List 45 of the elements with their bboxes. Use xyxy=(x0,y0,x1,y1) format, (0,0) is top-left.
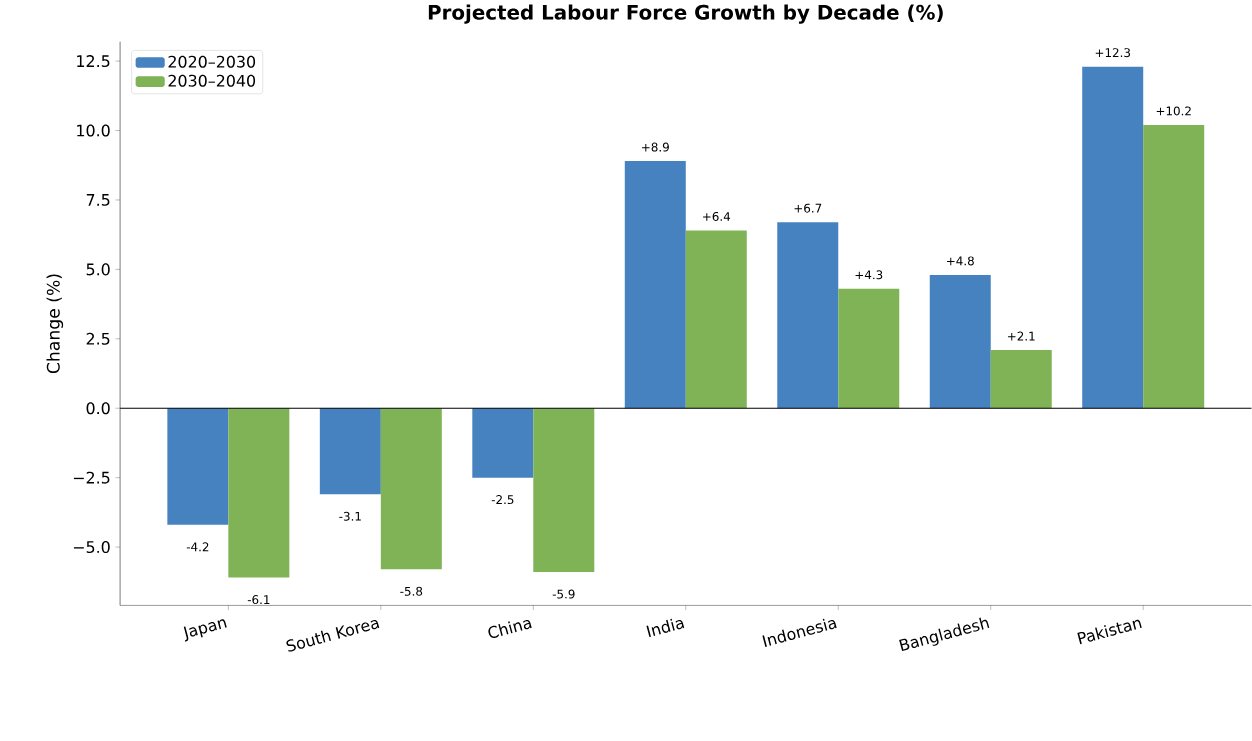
bar xyxy=(472,408,534,478)
bar xyxy=(685,230,747,409)
bar xyxy=(838,288,900,409)
data-label: -6.1 xyxy=(247,595,270,605)
bar xyxy=(1143,125,1205,409)
y-tick-label: 7.5 xyxy=(86,194,110,206)
y-tick-label: 0.0 xyxy=(86,402,110,415)
data-label: -4.2 xyxy=(186,542,209,552)
data-label: -3.1 xyxy=(339,511,361,521)
y-tick-label: 5.0 xyxy=(86,263,110,276)
bar xyxy=(533,408,595,573)
bar xyxy=(929,275,991,409)
data-label: +6.4 xyxy=(703,212,731,222)
y-tick-label: −2.5 xyxy=(73,471,110,484)
data-label: +4.3 xyxy=(855,270,883,280)
data-label: +6.7 xyxy=(794,203,822,213)
y-tick-label: 12.5 xyxy=(77,55,110,68)
bar xyxy=(777,222,839,409)
data-label: -5.9 xyxy=(552,589,575,599)
x-tick-label: South Korea xyxy=(286,620,380,652)
x-tick-label: Japan xyxy=(183,619,227,642)
x-tick-label: India xyxy=(646,618,685,638)
bar xyxy=(228,408,290,578)
legend-label: 2020–2030 xyxy=(168,55,256,68)
y-tick-label: −5.0 xyxy=(73,541,110,554)
data-label: -2.5 xyxy=(491,495,514,505)
bar xyxy=(1082,66,1144,409)
data-label: +12.3 xyxy=(1095,48,1131,58)
y-tick-label: 10.0 xyxy=(77,124,110,137)
bar xyxy=(990,350,1052,409)
x-tick-label: Pakistan xyxy=(1077,619,1142,645)
y-tick-label: 2.5 xyxy=(86,332,110,345)
data-label: +2.1 xyxy=(1008,331,1035,341)
data-label: -5.8 xyxy=(400,586,423,596)
legend-label: 2030–2040 xyxy=(168,74,256,87)
bar xyxy=(167,408,229,525)
bar xyxy=(624,161,686,409)
y-axis-title: Change (%) xyxy=(46,274,64,374)
bar xyxy=(380,408,442,570)
data-label: +4.8 xyxy=(947,256,974,266)
chart-title: Projected Labour Force Growth by Decade (%) xyxy=(428,4,943,24)
x-tick-label: China xyxy=(488,620,532,639)
data-label: +8.9 xyxy=(642,142,669,152)
data-label: +10.2 xyxy=(1156,106,1191,116)
bar xyxy=(319,408,381,495)
